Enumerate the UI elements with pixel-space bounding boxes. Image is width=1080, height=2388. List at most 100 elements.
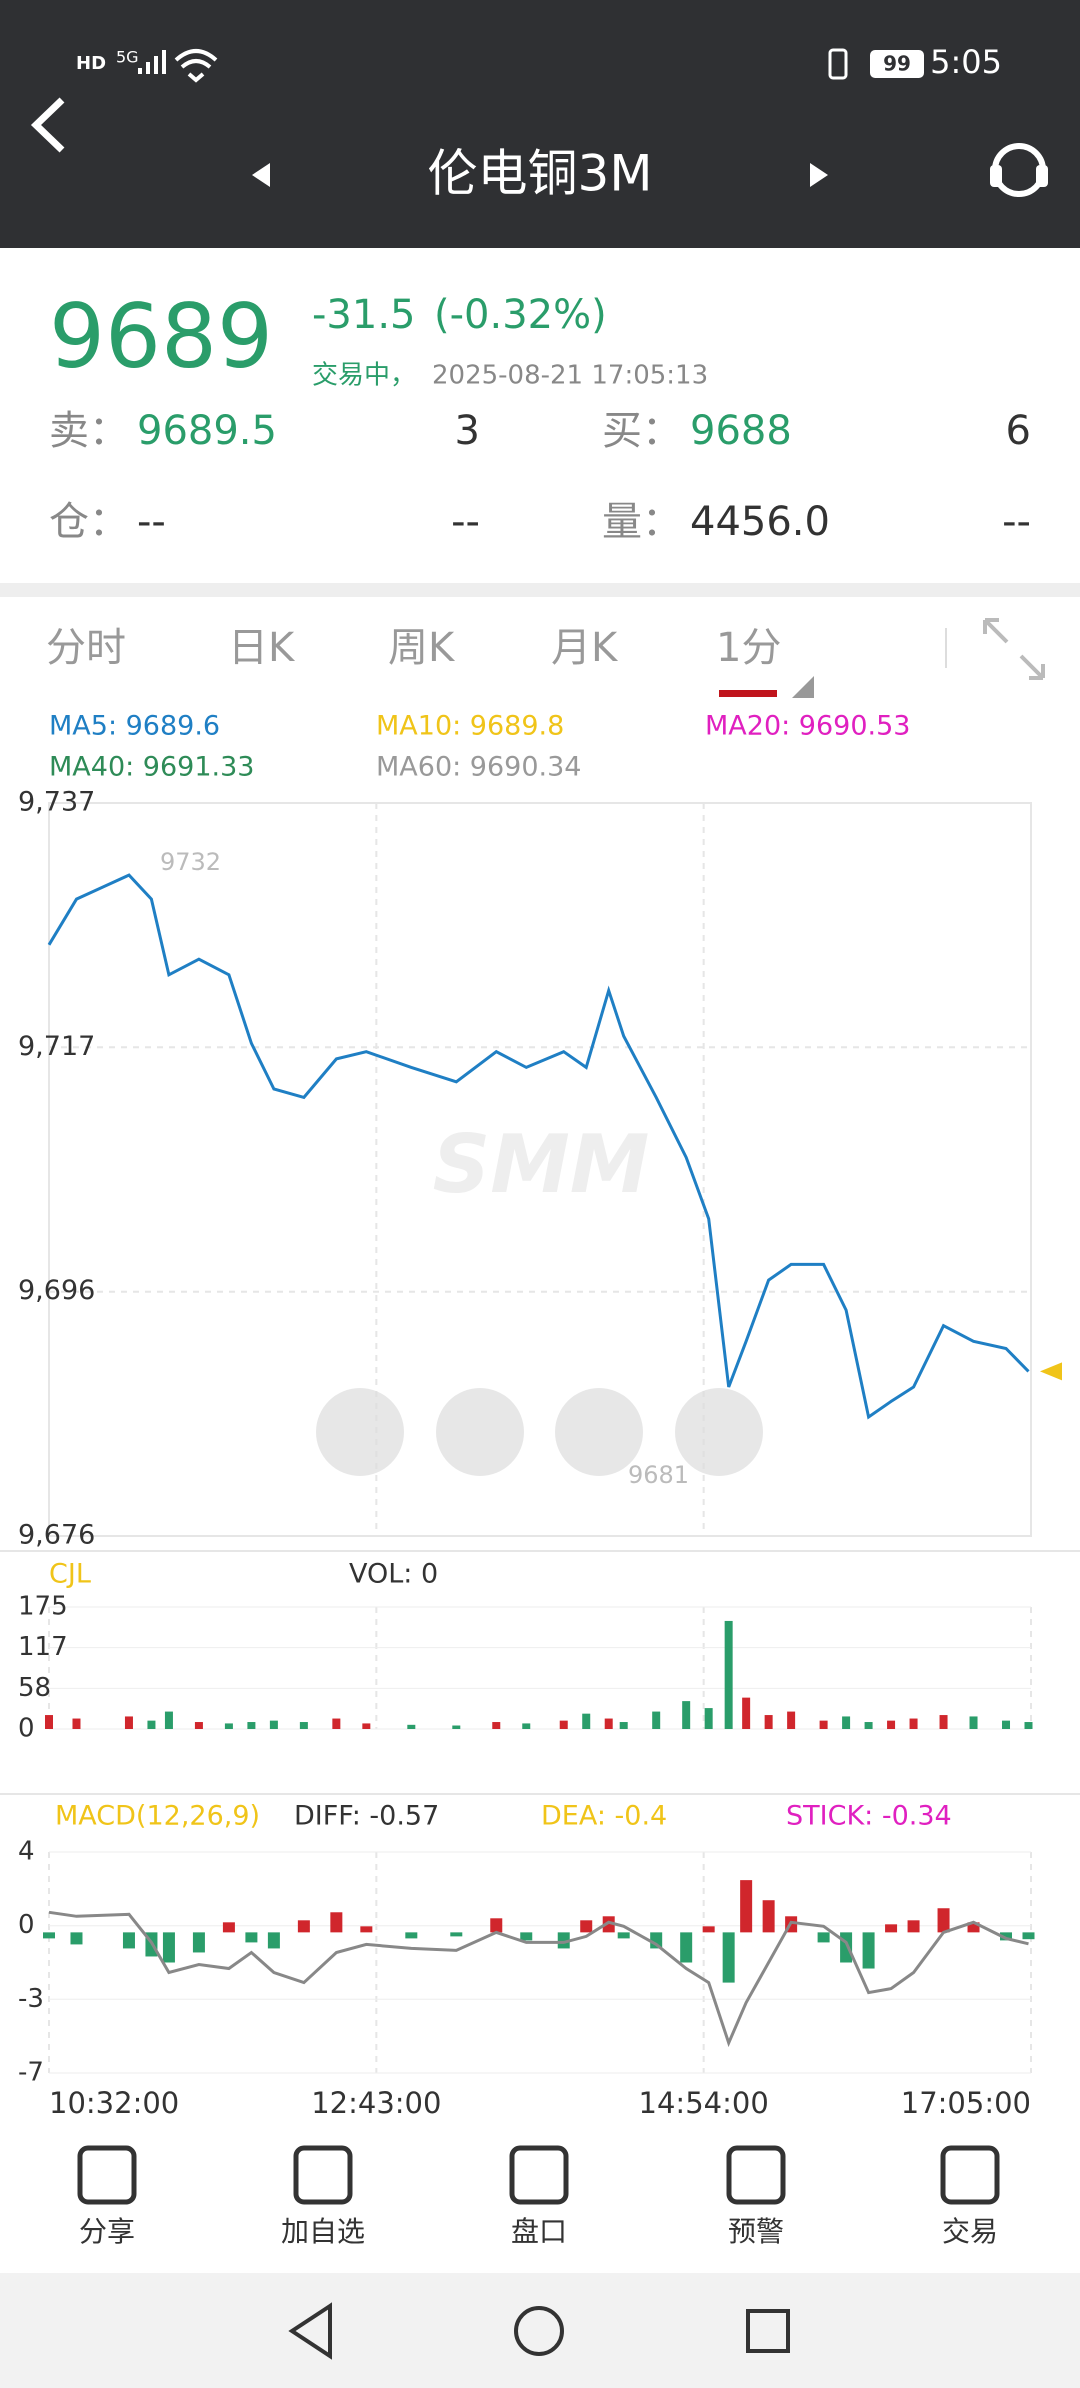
x-tick-label: 10:32:00 (49, 2086, 179, 2120)
nav-home[interactable] (514, 2306, 564, 2356)
macd-legend: DIFF: -0.57 (294, 1801, 439, 1832)
oi: -- (137, 499, 166, 545)
volume-bar (619, 1722, 628, 1729)
macd-bar (405, 1932, 418, 1939)
volume-bar (819, 1720, 828, 1729)
y-tick-label: -7 (18, 2058, 44, 2088)
macd-bar (520, 1932, 533, 1941)
price-line (47, 873, 1030, 1420)
signal-icon (138, 50, 166, 74)
toolbar-icon[interactable] (726, 2145, 786, 2205)
macd-bar (617, 1932, 630, 1939)
macd-bar (490, 1918, 503, 1933)
ma-legend: MA5: 9689.6 (49, 711, 220, 742)
status-icon: HD (76, 53, 106, 74)
tab[interactable]: 日K (228, 625, 296, 671)
y-tick-label: 0 (18, 1910, 35, 1940)
volume-bar (522, 1723, 531, 1729)
volume-bar (682, 1701, 691, 1729)
toolbar-label[interactable]: 交易 (942, 2215, 998, 2248)
next-button[interactable] (810, 163, 828, 187)
nav-recent[interactable] (746, 2309, 790, 2353)
buy-qty: 6 (1006, 408, 1031, 454)
buy-price: 9688 (690, 408, 792, 454)
toolbar-icon[interactable] (940, 2145, 1000, 2205)
volume-bar (269, 1720, 278, 1729)
y-tick-label: 175 (18, 1592, 68, 1622)
macd-legend: DEA: -0.4 (541, 1801, 667, 1832)
volume-bar (652, 1711, 661, 1729)
sell-label: 卖： (49, 408, 129, 454)
toolbar-label[interactable]: 加自选 (281, 2215, 365, 2248)
volume-bar (194, 1722, 203, 1729)
macd-bar (1000, 1932, 1013, 1941)
ma-legend: MA10: 9689.8 (376, 711, 564, 742)
ma-legend: MA60: 9690.34 (376, 752, 581, 783)
macd-bar (907, 1920, 920, 1933)
y-tick-label: 0 (18, 1714, 35, 1744)
volume-bar (224, 1723, 233, 1729)
buy-label: 买： (602, 408, 682, 454)
toolbar-label[interactable]: 盘口 (511, 2215, 567, 2248)
volume-title: CJL (49, 1559, 91, 1590)
x-tick-label: 12:43:00 (311, 2086, 441, 2120)
header-title: 伦电铜3M (428, 145, 653, 203)
toolbar-label[interactable]: 分享 (79, 2215, 135, 2248)
tab[interactable]: 分时 (46, 625, 126, 671)
fullscreen-button[interactable] (983, 618, 1045, 680)
watermark: SMM (433, 1118, 650, 1211)
volume-bar (742, 1697, 751, 1729)
macd-bar (297, 1920, 310, 1933)
change-pct: (-0.32%) (434, 292, 607, 338)
volume-bar (764, 1715, 773, 1729)
sell-price: 9689.5 (137, 408, 277, 454)
service-icon[interactable] (990, 143, 1048, 197)
macd-bar (70, 1932, 83, 1945)
toolbar-icon[interactable] (77, 2145, 137, 2205)
tab[interactable]: 月K (551, 625, 619, 671)
macd-bar (557, 1932, 570, 1949)
toolbar-label[interactable]: 预警 (728, 2215, 784, 2248)
y-tick-label: 9,737 (18, 787, 95, 818)
macd-bar (1022, 1932, 1035, 1940)
chart-control[interactable] (555, 1388, 643, 1476)
volume-bar (45, 1715, 53, 1729)
chart-control[interactable] (436, 1388, 524, 1476)
macd-legend: STICK: -0.34 (786, 1801, 952, 1832)
volume-bar (787, 1711, 796, 1729)
x-tick-label: 14:54:00 (639, 2086, 769, 2120)
battery-icon (870, 50, 924, 78)
ma-legend: MA20: 9690.53 (705, 711, 910, 742)
prev-button[interactable] (252, 163, 270, 187)
tab[interactable]: 1分 (716, 625, 781, 671)
chart-control[interactable] (316, 1388, 404, 1476)
chart-control[interactable] (675, 1388, 763, 1476)
macd-bar (450, 1932, 463, 1937)
volume-bar (147, 1720, 156, 1729)
volume-bar (842, 1716, 851, 1729)
y-tick-label: 9,676 (18, 1520, 95, 1551)
volume-bar (164, 1711, 173, 1729)
volume-bar (1024, 1722, 1033, 1729)
toolbar-icon[interactable] (509, 2145, 569, 2205)
last-price-marker (1040, 1362, 1062, 1381)
vol-change: -- (1002, 499, 1031, 545)
volume-bar (407, 1724, 416, 1729)
volume-bar (247, 1722, 256, 1729)
vol-label: 量： (602, 499, 682, 545)
macd-bar (267, 1932, 280, 1949)
back-button[interactable] (30, 97, 65, 153)
last-price: 9689 (49, 285, 273, 388)
tab[interactable]: 周K (388, 625, 456, 671)
toolbar-icon[interactable] (293, 2145, 353, 2205)
macd-bar (702, 1926, 715, 1933)
sell-qty: 3 (455, 408, 480, 454)
nav-back[interactable] (288, 2302, 332, 2360)
macd-bar (245, 1932, 258, 1943)
period-dropdown[interactable] (792, 676, 814, 698)
macd-bar (722, 1932, 735, 1983)
volume-bar (362, 1723, 371, 1729)
volume-bar (492, 1722, 501, 1729)
volume-bar (124, 1716, 133, 1729)
trade-time: 2025-08-21 17:05:13 (432, 361, 708, 391)
